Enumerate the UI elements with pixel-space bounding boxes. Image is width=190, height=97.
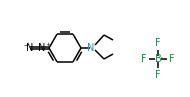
Text: F: F	[155, 70, 161, 80]
Text: N: N	[38, 43, 46, 53]
Text: F: F	[155, 38, 161, 48]
Text: B: B	[155, 54, 161, 64]
Text: $^{-}$: $^{-}$	[23, 42, 29, 51]
Text: N: N	[26, 43, 34, 53]
Text: N: N	[87, 43, 95, 53]
Text: F: F	[141, 54, 147, 64]
Text: ·: ·	[159, 53, 163, 63]
Text: $^{+}$: $^{+}$	[45, 42, 51, 51]
Text: F: F	[169, 54, 175, 64]
